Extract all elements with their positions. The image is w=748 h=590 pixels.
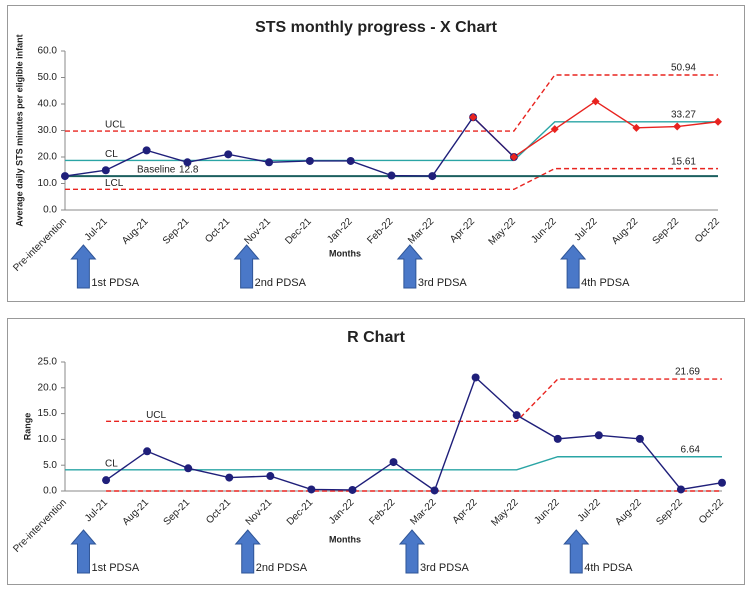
pdsa-arrow [70, 244, 97, 289]
pdsa-arrow [398, 529, 426, 574]
marker [307, 485, 316, 494]
marker [389, 458, 398, 467]
chart-title: STS monthly progress - X Chart [255, 19, 497, 36]
marker [224, 150, 233, 159]
control-line [65, 121, 718, 162]
marker [101, 166, 110, 175]
marker [102, 476, 111, 485]
pdsa-label: 2nd PDSA [256, 562, 308, 574]
pdsa-label: 1st PDSA [91, 562, 139, 574]
marker [591, 97, 600, 106]
pdsa-arrow [70, 529, 97, 574]
marker [430, 486, 439, 495]
marker [305, 156, 314, 165]
marker [512, 411, 521, 420]
marker [346, 156, 355, 165]
marker [550, 125, 559, 134]
marker [387, 171, 396, 180]
pdsa-label: 2nd PDSA [255, 277, 307, 289]
y-tick-label: 15.0 [38, 408, 58, 419]
marker [469, 113, 478, 122]
line-value-label: 33.27 [671, 109, 696, 120]
control-line [106, 378, 722, 423]
line-value-label: 12.8 [179, 165, 199, 176]
marker [594, 431, 603, 440]
marker [676, 485, 685, 494]
y-tick-label: 20.0 [38, 152, 58, 163]
marker [143, 447, 152, 456]
marker [266, 472, 275, 481]
marker [509, 153, 518, 161]
pdsa-label: 3rd PDSA [418, 277, 468, 289]
line-label: CL [105, 458, 118, 469]
y-tick-label: 50.0 [38, 72, 58, 83]
data-line [105, 376, 723, 492]
pdsa-arrow [233, 244, 260, 289]
y-tick-label: 40.0 [38, 99, 58, 110]
pdsa-arrow [560, 244, 587, 289]
control-line [65, 456, 722, 471]
control-line [65, 167, 718, 191]
line-value-label: 15.61 [671, 156, 696, 167]
marker [714, 117, 722, 126]
y-tick-label: 20.0 [38, 382, 58, 393]
marker [632, 123, 641, 132]
line-label: CL [105, 149, 118, 160]
y-tick-label: 10.0 [38, 434, 58, 445]
pdsa-arrow [396, 244, 423, 289]
y-tick-label: 25.0 [38, 357, 58, 368]
y-tick-label: 30.0 [38, 125, 58, 136]
marker [553, 434, 562, 443]
pdsa-arrow [563, 529, 590, 574]
y-axis-label: Range [22, 413, 32, 441]
y-tick-label: 5.0 [43, 460, 57, 471]
x-axis-label: Months [329, 534, 361, 544]
chart-title: R Chart [347, 329, 405, 346]
marker [471, 373, 480, 382]
line-value-label: 21.69 [675, 367, 700, 378]
y-tick-label: 60.0 [38, 46, 58, 57]
marker [225, 473, 234, 482]
line-value-label: 6.64 [681, 444, 701, 455]
marker [265, 158, 274, 167]
y-tick-label: 0.0 [43, 205, 57, 216]
marker [428, 172, 437, 181]
pdsa-label: 3rd PDSA [420, 562, 470, 574]
line-label: LCL [105, 178, 124, 189]
control-line [65, 74, 718, 132]
x-axis-label: Months [329, 248, 361, 258]
pdsa-label: 4th PDSA [584, 562, 633, 574]
marker [183, 158, 192, 167]
marker [718, 478, 726, 487]
y-axis-label: Average daily STS minutes per eligible i… [14, 34, 24, 226]
line-value-label: 50.94 [671, 63, 696, 74]
panel [7, 5, 745, 302]
line-label: Baseline [137, 165, 176, 176]
marker [673, 122, 682, 131]
y-tick-label: 10.0 [38, 178, 58, 189]
pdsa-label: 4th PDSA [581, 277, 630, 289]
marker [184, 464, 193, 473]
marker [142, 146, 151, 155]
marker [635, 434, 644, 443]
marker [61, 172, 69, 181]
marker [348, 485, 357, 494]
pdsa-arrow [234, 529, 261, 574]
pdsa-label: 1st PDSA [91, 277, 139, 289]
line-label: UCL [146, 410, 166, 421]
data-line [64, 116, 515, 177]
line-label: UCL [105, 120, 125, 131]
panel [7, 318, 745, 585]
y-tick-label: 0.0 [43, 486, 57, 497]
